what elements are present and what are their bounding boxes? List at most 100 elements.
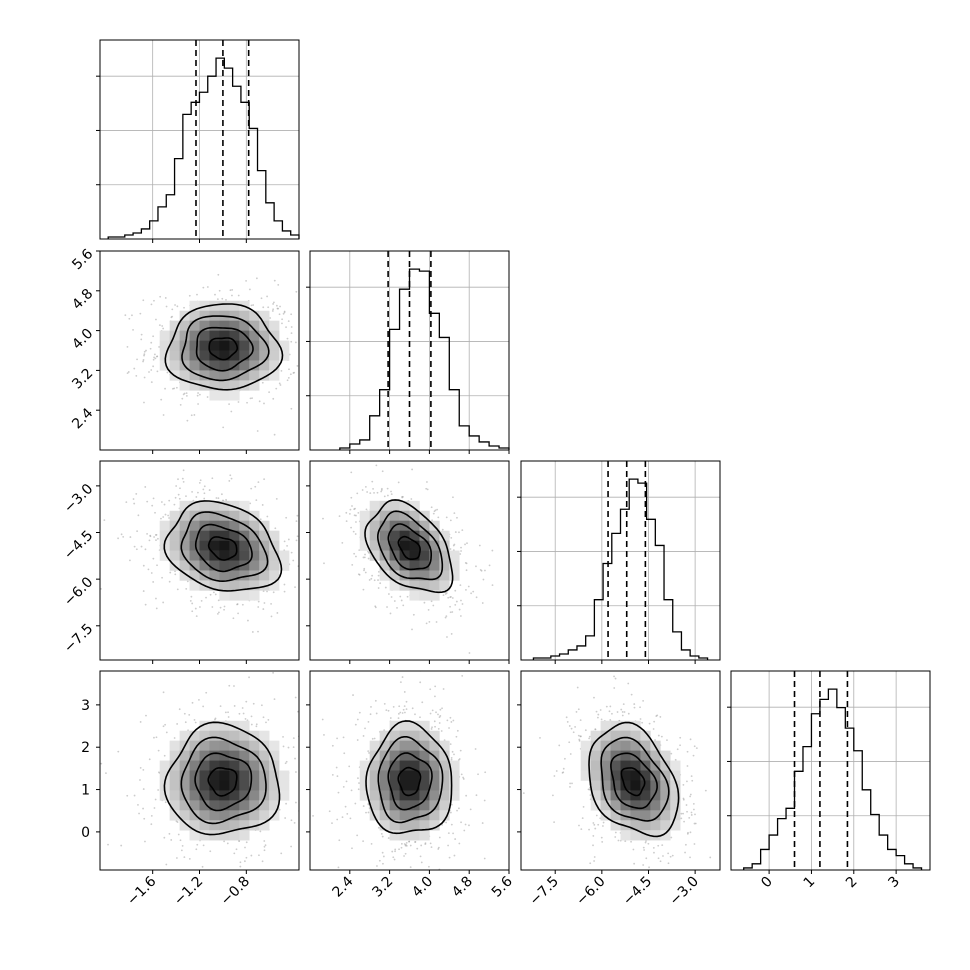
scatter-point	[275, 387, 278, 390]
scatter-point	[282, 745, 285, 748]
scatter-point	[588, 737, 591, 740]
scatter-point	[565, 716, 568, 719]
density-cell	[199, 750, 210, 761]
panel-frame-2-2	[520, 460, 721, 661]
scatter-point	[155, 607, 158, 610]
density-cell	[620, 730, 631, 741]
scatter-point	[162, 601, 165, 604]
scatter-point	[374, 699, 377, 702]
scatter-point	[568, 741, 571, 744]
scatter-point	[432, 512, 435, 515]
scatter-point	[176, 305, 179, 308]
density-cell	[209, 380, 220, 391]
scatter-point	[256, 430, 259, 432]
scatter-point	[481, 822, 484, 824]
scatter-point	[248, 676, 250, 679]
scatter-point	[133, 794, 136, 797]
scatter-point	[357, 511, 360, 514]
scatter-point	[174, 573, 177, 576]
scatter-point	[328, 810, 331, 813]
scatter-point	[150, 303, 153, 306]
scatter-point	[261, 860, 264, 863]
scatter-point	[265, 721, 267, 724]
density-cell	[169, 360, 180, 371]
density-cell	[389, 800, 400, 811]
scatter-point	[342, 736, 345, 739]
scatter-point	[280, 370, 283, 372]
density-cell	[199, 550, 210, 561]
scatter-point	[154, 798, 157, 801]
scatter-point	[352, 694, 354, 696]
density-cell	[189, 520, 200, 531]
density-cell	[409, 580, 420, 591]
scatter-point	[362, 840, 365, 843]
scatter-point	[150, 381, 153, 384]
density-cell	[399, 720, 410, 731]
scatter-point	[409, 866, 412, 869]
density-cell	[429, 780, 440, 791]
scatter-point	[653, 720, 656, 723]
density-cell	[359, 520, 370, 531]
x-tick-label-3: −7.5	[527, 874, 562, 909]
density-cell	[239, 740, 250, 751]
density-cell	[620, 760, 631, 771]
scatter-point	[674, 758, 677, 761]
scatter-point	[450, 721, 453, 723]
scatter-point	[627, 682, 630, 685]
scatter-point	[386, 487, 389, 490]
scatter-point	[371, 737, 374, 740]
density-cell	[419, 530, 430, 541]
density-cell	[379, 800, 390, 811]
scatter-point	[642, 846, 645, 849]
scatter-point	[350, 496, 353, 499]
scatter-point	[203, 459, 205, 461]
scatter-point	[377, 574, 380, 577]
density-cell	[199, 770, 210, 781]
scatter-point	[336, 818, 339, 821]
scatter-point	[154, 357, 157, 360]
scatter-point	[145, 349, 147, 352]
scatter-point	[462, 778, 465, 780]
scatter-point	[402, 884, 404, 886]
density-cell	[229, 740, 240, 751]
scatter-point	[132, 498, 135, 500]
density-cell	[219, 730, 230, 741]
density-cell	[590, 780, 601, 791]
density-cell	[159, 790, 170, 801]
density-cell	[620, 810, 631, 821]
scatter-point	[397, 717, 400, 720]
density-cell	[389, 510, 400, 521]
scatter-point	[463, 829, 466, 832]
density-cell	[189, 550, 200, 561]
scatter-point	[655, 715, 658, 717]
scatter-point	[304, 290, 306, 292]
scatter-point	[621, 714, 624, 717]
density-cell	[239, 340, 250, 351]
density-cell	[650, 810, 661, 821]
density-cell	[670, 780, 681, 791]
scatter-point	[398, 897, 400, 899]
density-cell	[640, 730, 651, 741]
scatter-point	[162, 516, 165, 518]
scatter-point	[195, 615, 198, 617]
scatter-point	[194, 721, 197, 724]
scatter-point	[373, 737, 376, 740]
density-cell	[239, 310, 250, 321]
scatter-point	[142, 807, 144, 810]
density-cell	[259, 800, 270, 811]
density-cell	[189, 370, 200, 381]
scatter-point	[318, 829, 320, 831]
density-cell	[389, 500, 400, 512]
scatter-point	[370, 577, 373, 580]
scatter-point	[358, 549, 361, 552]
scatter-point	[404, 711, 406, 714]
scatter-point	[458, 531, 460, 534]
scatter-point	[164, 387, 166, 390]
scatter-point	[358, 711, 361, 714]
density-cell	[369, 530, 380, 541]
panel-frame-2-1	[309, 460, 510, 661]
scatter-point	[166, 371, 169, 374]
density-cell	[389, 560, 400, 571]
scatter-point	[129, 536, 132, 538]
